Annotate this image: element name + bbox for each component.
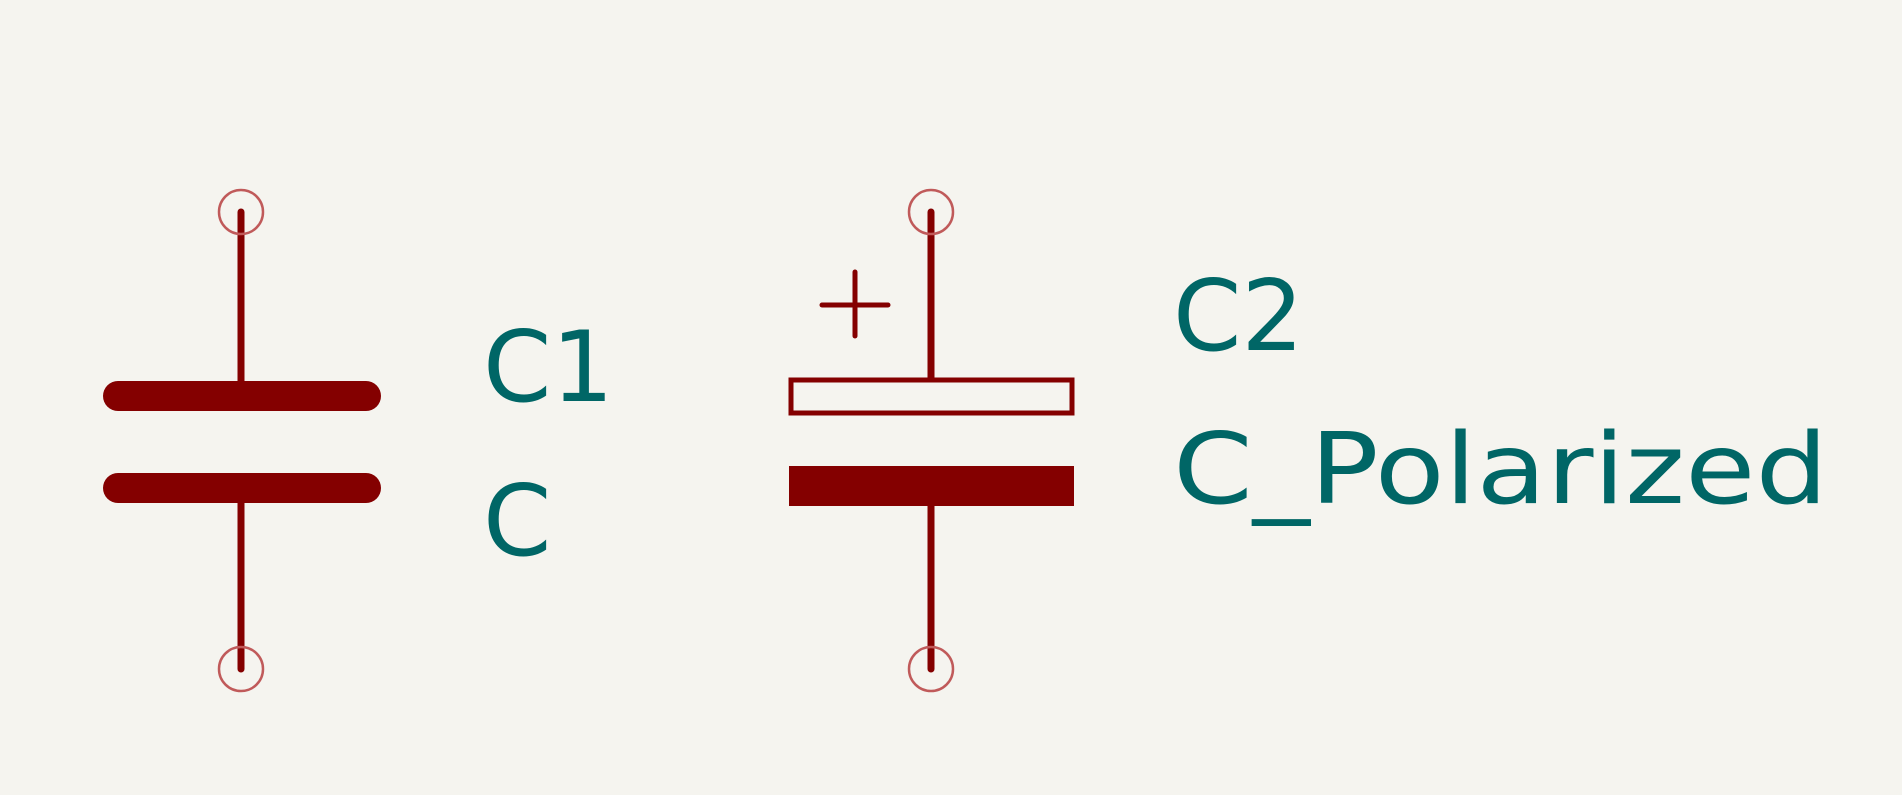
c1-pin2-marker[interactable] bbox=[217, 645, 265, 693]
c1-value-label[interactable]: C bbox=[483, 465, 551, 579]
c2-reference-label[interactable]: C2 bbox=[1173, 260, 1304, 374]
c2-negative-plate bbox=[789, 466, 1074, 506]
c2-positive-plate bbox=[788, 377, 1075, 416]
c1-pin1-marker[interactable] bbox=[217, 188, 265, 236]
c2-pin1-marker[interactable] bbox=[907, 188, 955, 236]
capacitor-c2[interactable] bbox=[788, 188, 1075, 693]
c2-pin2-marker[interactable] bbox=[907, 645, 955, 693]
capacitor-c1[interactable] bbox=[103, 188, 381, 693]
c1-reference-label[interactable]: C1 bbox=[483, 311, 614, 425]
c2-value-label[interactable]: C_Polarized bbox=[1173, 413, 1828, 527]
c2-polarity-plus-icon bbox=[819, 269, 891, 339]
